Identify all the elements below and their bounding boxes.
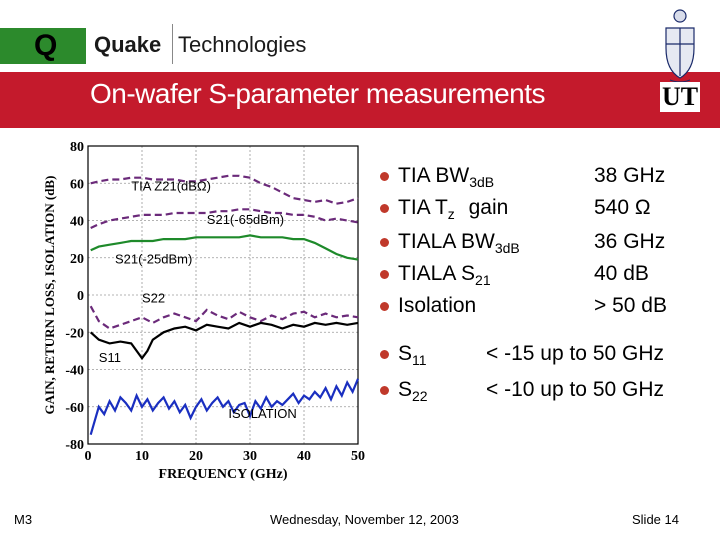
y-tick-label: -80 <box>65 438 84 453</box>
spec-label: TIA Tz gain <box>398 196 509 223</box>
university-crest-icon <box>660 9 700 122</box>
spec-value: 40 dB <box>594 262 649 285</box>
logo-q-mark <box>0 28 86 64</box>
x-axis-label: FREQUENCY (GHz) <box>159 467 288 482</box>
y-tick-label: 40 <box>70 215 84 230</box>
series-line-isolation <box>89 378 360 436</box>
series-line-s22 <box>89 305 359 330</box>
bullet-marker <box>380 270 389 279</box>
footer-date: Wednesday, November 12, 2003 <box>270 512 459 527</box>
series-annotation: S22 <box>142 290 165 305</box>
bullet-marker <box>380 238 389 247</box>
y-tick-label: 60 <box>70 177 84 192</box>
series-annotation: S21(-65dBm) <box>207 212 284 227</box>
spec-value: 38 GHz <box>594 164 666 187</box>
spec-label: S11 <box>398 342 427 369</box>
slide-title: On-wafer S-parameter measurements <box>90 78 546 109</box>
institution-mark: UT <box>660 82 701 112</box>
bullet-marker <box>380 204 389 213</box>
x-tick-label: 10 <box>135 449 149 464</box>
spec-label: S22 <box>398 378 428 405</box>
title-band <box>0 72 720 128</box>
series-line-s21-65dbm- <box>90 208 359 229</box>
company-logo: Q Quake Technologies <box>0 22 320 70</box>
spec-value: < -10 up to 50 GHz <box>486 378 665 401</box>
spec-label: TIALA BW3dB <box>398 230 520 257</box>
spec-label: TIA BW3dB <box>398 164 495 191</box>
y-tick-label: -40 <box>65 364 84 379</box>
footer-left: M3 <box>14 512 33 527</box>
logo-divider <box>172 24 173 64</box>
spec-value: > 50 dB <box>594 294 667 317</box>
series-line-s11 <box>89 321 359 361</box>
x-tick-label: 20 <box>189 449 203 464</box>
x-tick-label: 0 <box>85 449 92 464</box>
plot-frame <box>87 145 359 445</box>
chart-series-group <box>89 174 360 436</box>
x-tick-label: 30 <box>243 449 257 464</box>
series-annotation: S21(-25dBm) <box>115 251 192 266</box>
logo-q-letter: Q <box>34 29 58 62</box>
footer-slide-number: Slide 14 <box>632 512 679 527</box>
y-tick-label: 20 <box>70 252 84 267</box>
chart-grid <box>87 145 359 445</box>
bullet-marker <box>380 386 389 395</box>
series-annotation: S11 <box>99 350 121 365</box>
spec-value: < -15 up to 50 GHz <box>486 342 665 365</box>
bullet-marker <box>380 172 389 181</box>
bullet-marker <box>380 302 389 311</box>
y-tick-label: 80 <box>70 140 84 155</box>
s-parameter-chart: 0 10 20 30 40 50 -80 -60 -40 -20 0 20 40 60 80 TIA Z21… <box>42 140 365 482</box>
y-axis-label: GAIN, RETURN LOSS, ISOLATION (dB) <box>42 176 57 415</box>
series-annotation: TIA Z21(dBΩ) <box>131 179 211 194</box>
y-tick-label: -60 <box>65 401 84 416</box>
series-annotation: ISOLATION <box>228 406 296 421</box>
y-tick-label: -20 <box>65 326 84 341</box>
spec-label: Isolation <box>398 294 477 317</box>
spec-value: 36 GHz <box>594 230 666 253</box>
logo-technologies: Technologies <box>178 32 307 57</box>
x-tick-label: 40 <box>297 449 311 464</box>
series-line-s21-25dbm- <box>90 234 359 261</box>
spec-value: 540 Ω <box>594 196 651 219</box>
bullet-marker <box>380 350 389 359</box>
series-line-tia-z21-db- <box>90 174 359 205</box>
y-tick-label: 0 <box>77 289 84 304</box>
chart-ticks: 0 10 20 30 40 50 -80 -60 -40 -20 0 20 40 60 80 <box>65 140 365 464</box>
x-tick-label: 50 <box>351 449 365 464</box>
logo-quake: Quake <box>94 32 162 57</box>
spec-label: TIALA S21 <box>398 262 491 289</box>
chart-series-labels: TIA Z21(dBΩ) S21(-65dBm) S21(-25dBm) S22 S11… <box>99 179 297 421</box>
